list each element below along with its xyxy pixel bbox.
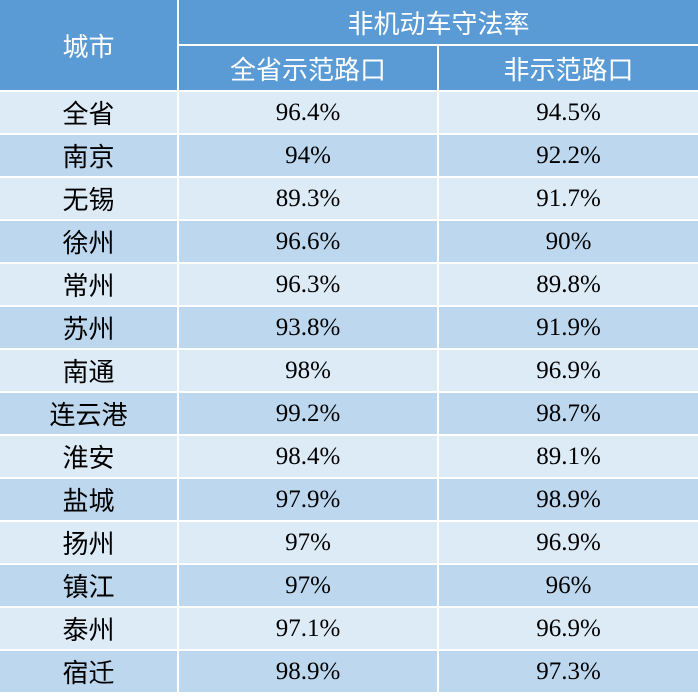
demo-rate-cell: 98.4% [178, 435, 439, 479]
city-cell: 淮安 [0, 435, 179, 479]
non-demo-rate-cell: 91.9% [438, 306, 698, 350]
city-cell: 常州 [0, 263, 179, 307]
table-row: 淮安 98.4% 89.1% [0, 435, 698, 479]
non-demo-rate-cell: 97.3% [438, 650, 698, 694]
city-cell: 扬州 [0, 521, 179, 565]
table-row: 常州 96.3% 89.8% [0, 263, 698, 307]
table-row: 南通 98% 96.9% [0, 349, 698, 393]
non-demo-rate-cell: 98.7% [438, 392, 698, 436]
table-row: 镇江 97% 96% [0, 564, 698, 608]
demo-rate-cell: 93.8% [178, 306, 439, 350]
table-row: 扬州 97% 96.9% [0, 521, 698, 565]
table-body: 全省 96.4% 94.5% 南京 94% 92.2% 无锡 89.3% 91.7% 徐州 96.6… [0, 91, 698, 694]
city-cell: 南京 [0, 134, 179, 178]
non-demo-rate-cell: 96.9% [438, 521, 698, 565]
non-demo-rate-cell: 89.8% [438, 263, 698, 307]
table-row: 盐城 97.9% 98.9% [0, 478, 698, 522]
demo-rate-cell: 98% [178, 349, 439, 393]
city-cell: 徐州 [0, 220, 179, 264]
demo-rate-cell: 99.2% [178, 392, 439, 436]
non-demo-rate-cell: 89.1% [438, 435, 698, 479]
city-cell: 宿迁 [0, 650, 179, 694]
header-row-group: 城市 非机动车守法率 [0, 0, 698, 92]
demo-rate-cell: 96.4% [178, 91, 439, 135]
demo-rate-cell: 97.1% [178, 607, 439, 651]
non-demo-rate-cell: 92.2% [438, 134, 698, 178]
demo-rate-cell: 89.3% [178, 177, 439, 221]
table-row: 无锡 89.3% 91.7% [0, 177, 698, 221]
header-demo-intersection: 全省示范路口 [178, 45, 439, 92]
city-cell: 无锡 [0, 177, 179, 221]
city-cell: 泰州 [0, 607, 179, 651]
demo-rate-cell: 97.9% [178, 478, 439, 522]
header-non-demo-intersection: 非示范路口 [438, 45, 698, 92]
non-demo-rate-cell: 94.5% [438, 91, 698, 135]
city-cell: 南通 [0, 349, 179, 393]
city-cell: 镇江 [0, 564, 179, 608]
demo-rate-cell: 97% [178, 521, 439, 565]
non-demo-rate-cell: 90% [438, 220, 698, 264]
demo-rate-cell: 94% [178, 134, 439, 178]
table-row: 徐州 96.6% 90% [0, 220, 698, 264]
header-group-compliance-rate: 非机动车守法率 [178, 0, 698, 46]
header-row-columns: 全省示范路口 非示范路口 [0, 45, 698, 92]
demo-rate-cell: 96.3% [178, 263, 439, 307]
city-cell: 全省 [0, 91, 179, 135]
demo-rate-cell: 97% [178, 564, 439, 608]
non-demo-rate-cell: 96% [438, 564, 698, 608]
city-cell: 连云港 [0, 392, 179, 436]
header-city: 城市 [0, 0, 179, 92]
table-row: 全省 96.4% 94.5% [0, 91, 698, 135]
table-row: 宿迁 98.9% 97.3% [0, 650, 698, 694]
city-cell: 苏州 [0, 306, 179, 350]
table-row: 连云港 99.2% 98.7% [0, 392, 698, 436]
non-demo-rate-cell: 96.9% [438, 349, 698, 393]
demo-rate-cell: 98.9% [178, 650, 439, 694]
demo-rate-cell: 96.6% [178, 220, 439, 264]
non-demo-rate-cell: 96.9% [438, 607, 698, 651]
non-demo-rate-cell: 98.9% [438, 478, 698, 522]
city-cell: 盐城 [0, 478, 179, 522]
table-row: 苏州 93.8% 91.9% [0, 306, 698, 350]
table-header: 城市 非机动车守法率 全省示范路口 非示范路口 [0, 0, 698, 92]
table-row: 南京 94% 92.2% [0, 134, 698, 178]
non-demo-rate-cell: 91.7% [438, 177, 698, 221]
table-row: 泰州 97.1% 96.9% [0, 607, 698, 651]
